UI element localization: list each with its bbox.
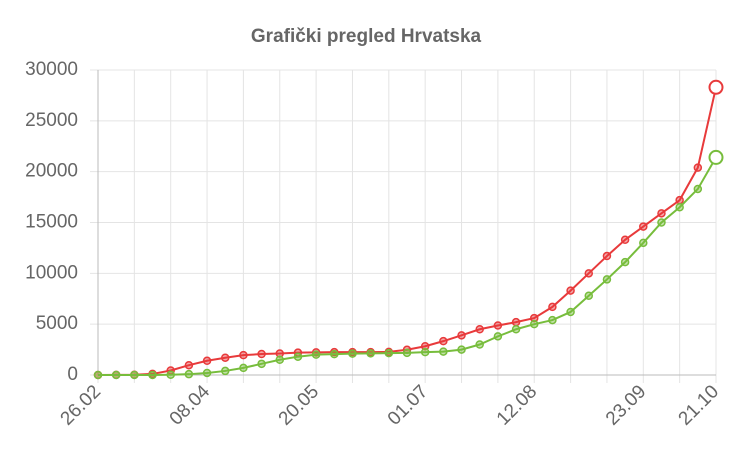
y-tick-label: 15000 (25, 212, 78, 233)
data-point (311, 350, 321, 359)
data-point (548, 315, 557, 325)
data-point (239, 350, 248, 360)
data-point (529, 319, 539, 329)
y-tick-label: 30000 (25, 59, 78, 80)
data-point (220, 353, 230, 362)
series-line (98, 156, 717, 376)
data-point (275, 349, 285, 358)
data-point (202, 368, 212, 378)
x-tick-label: 23.09 (602, 381, 650, 429)
y-tick-label: 0 (67, 364, 78, 385)
data-point (708, 79, 724, 95)
data-point (384, 348, 394, 358)
data-point (708, 149, 724, 165)
data-point (420, 347, 430, 357)
data-point (166, 370, 175, 379)
data-point (457, 345, 466, 354)
data-point (366, 349, 375, 358)
data-point (493, 332, 503, 341)
data-point (275, 355, 285, 364)
data-point (529, 313, 539, 323)
data-point (566, 286, 575, 295)
data-point (620, 235, 630, 245)
data-point (257, 359, 266, 369)
data-point (220, 366, 230, 376)
data-point (675, 203, 684, 212)
data-point (402, 348, 412, 358)
x-tick-label: 21.10 (675, 381, 723, 429)
y-tick-label: 10000 (25, 262, 78, 283)
x-tick-label: 20.05 (275, 381, 323, 429)
y-tick-label: 25000 (25, 110, 78, 131)
data-point (584, 291, 594, 300)
data-point (111, 370, 121, 380)
data-point (93, 370, 103, 380)
x-tick-label: 08.04 (166, 381, 215, 430)
data-point (439, 336, 448, 346)
data-point (184, 360, 194, 370)
data-point (493, 321, 503, 330)
chart-title: Grafički pregled Hrvatska (251, 26, 482, 47)
data-point (566, 307, 575, 317)
data-point (693, 163, 703, 172)
data-point (693, 184, 703, 194)
data-point (202, 356, 212, 366)
data-point (657, 209, 666, 218)
data-point (148, 370, 157, 380)
data-point (584, 269, 594, 278)
data-point (511, 325, 521, 334)
data-point (130, 370, 139, 380)
data-point (639, 222, 648, 231)
y-tick-label: 20000 (25, 161, 78, 182)
data-point (330, 349, 339, 359)
data-point (475, 325, 484, 334)
x-tick-label: 01.07 (384, 381, 432, 429)
data-point (511, 317, 521, 327)
data-point (293, 352, 303, 361)
data-point (348, 349, 357, 358)
data-point (675, 195, 684, 205)
data-point (475, 340, 484, 349)
data-point (602, 275, 612, 284)
data-point (239, 363, 248, 373)
data-point (184, 369, 194, 379)
data-point (420, 341, 430, 351)
data-point (620, 257, 630, 267)
data-point (257, 349, 266, 359)
series-line (97, 87, 717, 376)
y-tick-label: 5000 (36, 313, 78, 334)
data-point (657, 218, 666, 227)
data-point (548, 302, 557, 312)
x-tick-label: 26.02 (57, 381, 105, 429)
data-point (457, 331, 466, 340)
data-point (439, 347, 448, 356)
x-tick-label: 12.08 (493, 381, 541, 429)
data-point (602, 251, 612, 261)
data-point (639, 238, 648, 248)
